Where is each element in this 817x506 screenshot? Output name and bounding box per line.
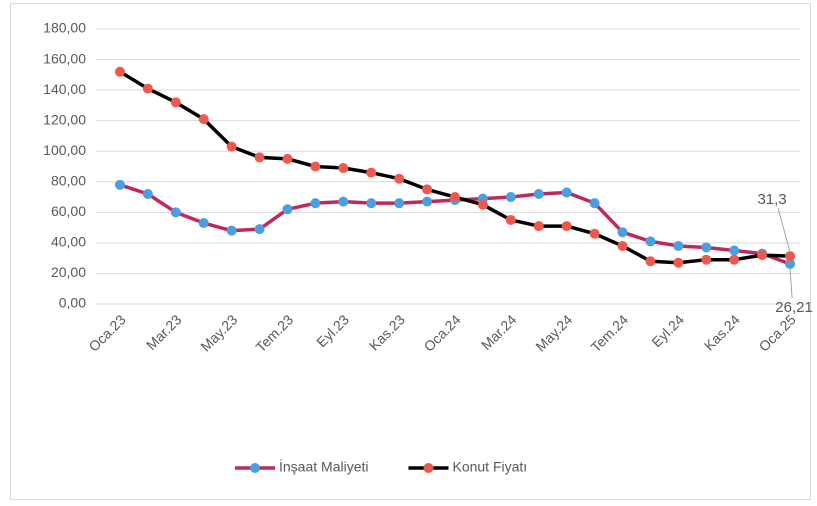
data-point	[114, 179, 125, 190]
data-point	[142, 189, 153, 199]
data-point	[142, 83, 153, 94]
data-point	[729, 245, 740, 256]
data-point	[589, 198, 600, 209]
data-point	[254, 224, 265, 235]
y-tick-label: 20,00	[51, 264, 86, 280]
legend-label: Konut Fiyatı	[452, 459, 527, 475]
data-point	[589, 228, 600, 239]
legend-label: İnşaat Maliyeti	[279, 458, 368, 475]
legend-marker	[423, 463, 434, 473]
data-point	[505, 192, 516, 203]
y-tick-label: 40,00	[51, 234, 86, 250]
data-point	[170, 207, 181, 218]
data-point	[170, 97, 181, 108]
data-point	[617, 240, 628, 251]
data-point	[701, 254, 712, 265]
y-tick-label: 120,00	[43, 111, 86, 127]
data-point	[338, 196, 349, 207]
data-point	[198, 114, 209, 125]
data-point	[645, 236, 656, 247]
data-point	[561, 187, 572, 198]
data-point	[533, 221, 544, 232]
y-tick-label: 80,00	[51, 172, 86, 188]
data-point	[505, 214, 516, 225]
data-point	[226, 141, 237, 152]
data-point	[785, 258, 796, 269]
y-tick-label: 100,00	[43, 142, 86, 158]
data-point	[645, 256, 656, 267]
data-point	[282, 204, 293, 215]
y-tick-label: 0,00	[59, 295, 86, 311]
data-point	[701, 242, 712, 253]
data-point	[282, 153, 293, 164]
y-tick-label: 140,00	[43, 81, 86, 97]
data-point	[198, 218, 209, 229]
data-point	[366, 167, 377, 178]
y-tick-label: 60,00	[51, 203, 86, 219]
data-point	[673, 257, 684, 268]
data-point	[785, 251, 796, 262]
label-leader	[777, 208, 791, 253]
y-tick-label: 180,00	[43, 20, 86, 36]
data-point	[477, 199, 488, 210]
data-label: 31,3	[757, 191, 786, 208]
data-point	[729, 254, 740, 265]
data-point	[561, 221, 572, 232]
data-point	[114, 66, 125, 77]
data-label: 26,21	[775, 299, 813, 316]
label-leader	[789, 267, 793, 298]
data-point	[422, 196, 433, 207]
data-point	[338, 163, 349, 174]
data-point	[366, 198, 377, 209]
data-point	[310, 161, 321, 172]
data-point	[533, 189, 544, 199]
data-point	[617, 227, 628, 238]
data-point	[394, 198, 405, 209]
y-tick-label: 160,00	[43, 50, 86, 66]
data-point	[450, 192, 460, 203]
data-point	[673, 240, 684, 251]
data-point	[757, 250, 768, 261]
data-point	[310, 198, 321, 209]
legend-marker	[250, 463, 260, 473]
data-point	[394, 173, 405, 184]
data-point	[422, 184, 433, 195]
data-point	[254, 152, 265, 163]
data-point	[226, 225, 237, 236]
